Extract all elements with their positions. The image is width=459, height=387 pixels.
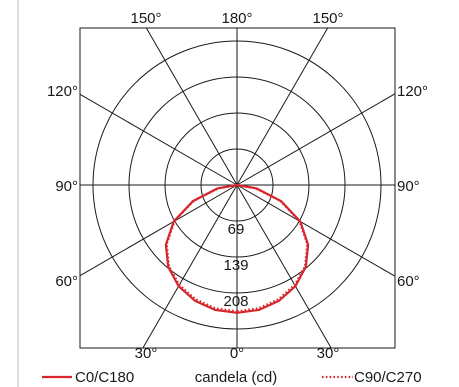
radial-tick-label: 208: [223, 293, 248, 310]
grid-spoke: [236, 27, 329, 186]
angle-label-right-upper: 120°: [397, 83, 428, 100]
angle-label-left-upper: 120°: [47, 83, 78, 100]
angle-label-bottom-right: 30°: [317, 345, 340, 362]
radial-tick-labels: 69 139 208: [223, 221, 248, 310]
grid-spoke: [79, 93, 238, 186]
legend-label-c90-c270: C90/C270: [354, 369, 422, 386]
grid-spoke: [236, 184, 332, 349]
polar-grid: [79, 27, 396, 349]
angle-label-top-right: 150°: [312, 10, 343, 27]
intensity-curves: [164, 183, 310, 314]
angle-label-left-middle: 90°: [55, 178, 78, 195]
grid-spoke: [236, 93, 396, 186]
angle-label-bottom-left: 30°: [135, 345, 158, 362]
angle-label-left-lower: 60°: [55, 273, 78, 290]
curve-c0-c180: [164, 183, 310, 314]
grid-spoke: [79, 184, 238, 277]
angle-label-bottom-center: 0°: [230, 345, 244, 362]
radial-tick-label: 69: [228, 221, 245, 238]
angle-label-right-lower: 60°: [397, 273, 420, 290]
legend-label-c0-c180: C0/C180: [75, 369, 134, 386]
radial-tick-label: 139: [223, 257, 248, 274]
grid-spoke: [236, 184, 396, 277]
grid-spoke: [142, 184, 238, 349]
angle-label-right-middle: 90°: [397, 178, 420, 195]
angle-label-top-left: 150°: [130, 10, 161, 27]
angle-label-top-center: 180°: [221, 10, 252, 27]
curve-c90-c270: [165, 183, 309, 313]
legend: C0/C180 candela (cd) C90/C270: [42, 369, 422, 386]
unit-label: candela (cd): [195, 369, 278, 386]
grid-spoke: [145, 27, 238, 186]
